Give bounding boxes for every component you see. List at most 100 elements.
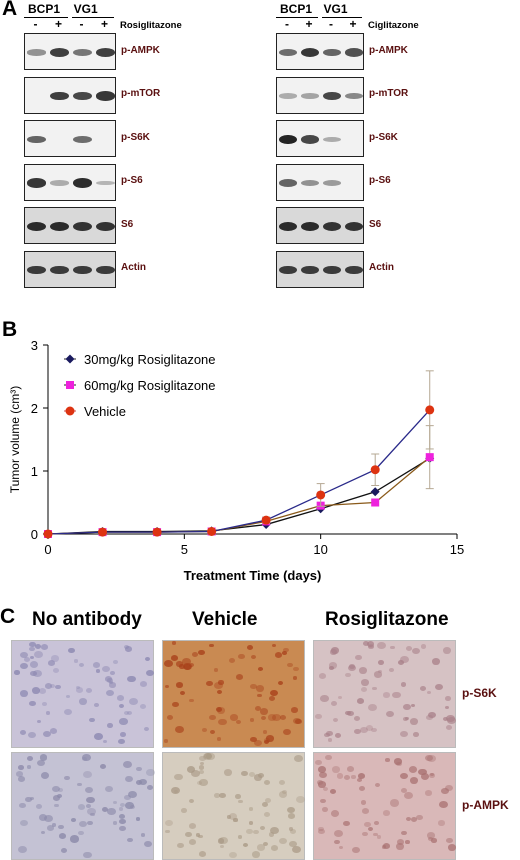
cell-nucleus — [188, 662, 195, 668]
cell-nucleus — [165, 829, 170, 834]
cell-nucleus — [292, 666, 299, 672]
blot-band — [96, 265, 115, 275]
cell-nucleus — [135, 817, 141, 821]
cell-nucleus — [109, 671, 115, 675]
cell-nucleus — [139, 680, 148, 687]
blot-label: S6 — [369, 218, 382, 230]
cell-nucleus — [263, 811, 270, 817]
cell-nucleus — [283, 647, 289, 652]
cell-nucleus — [351, 775, 356, 779]
cell-nucleus — [43, 815, 53, 822]
cell-nucleus — [143, 840, 152, 848]
legend-marker — [66, 381, 74, 389]
cell-nucleus — [405, 840, 410, 844]
cell-nucleus — [442, 716, 448, 721]
treatment-sign: - — [33, 17, 38, 31]
cell-nucleus — [52, 794, 61, 801]
cell-nucleus — [34, 644, 41, 649]
cell-nucleus — [109, 680, 114, 684]
data-point — [98, 527, 108, 537]
cell-nucleus — [20, 662, 29, 669]
x-tick-label: 0 — [44, 542, 51, 557]
cell-nucleus — [246, 829, 253, 835]
cell-nucleus — [333, 839, 340, 845]
cell-nucleus — [269, 826, 279, 834]
cell-nucleus — [425, 754, 433, 761]
cell-nucleus — [318, 826, 324, 832]
cell-nucleus — [361, 686, 368, 692]
cell-nucleus — [358, 785, 366, 792]
cell-nucleus — [54, 803, 59, 808]
blot-band — [50, 48, 69, 57]
blot-label: p-mTOR — [369, 88, 409, 99]
data-point — [425, 453, 434, 462]
cell-nucleus — [442, 646, 452, 654]
cell-nucleus — [102, 806, 109, 812]
cell-nucleus — [385, 758, 390, 762]
blot-band — [50, 221, 69, 232]
cell-nucleus — [397, 839, 405, 846]
ihc-tile — [11, 752, 155, 860]
ihc-tile — [313, 752, 457, 860]
treatment-label: Rosiglitazone — [120, 20, 182, 31]
cell-nucleus — [354, 716, 361, 722]
cell-nucleus — [171, 701, 179, 708]
cell-nucleus — [329, 788, 337, 794]
cell-nucleus — [336, 773, 344, 779]
cell-nucleus — [330, 647, 340, 655]
ihc-tile — [162, 752, 305, 860]
cell-nucleus — [286, 662, 293, 668]
cell-nucleus — [241, 770, 249, 777]
treatment-sign: - — [79, 17, 84, 31]
cell-nucleus — [85, 687, 92, 693]
cell-nucleus — [181, 658, 191, 666]
cell-nucleus — [70, 835, 79, 843]
cell-nucleus — [51, 785, 60, 792]
cell-nucleus — [101, 665, 110, 672]
blot-strip — [24, 207, 116, 244]
cell-nucleus — [320, 798, 326, 804]
cell-nucleus — [292, 846, 301, 853]
cell-nucleus — [405, 646, 412, 651]
cell-nucleus — [254, 740, 262, 746]
cell-nucleus — [346, 765, 355, 772]
cell-nucleus — [438, 820, 446, 826]
cell-nucleus — [234, 794, 241, 800]
cell-nucleus — [445, 784, 454, 791]
cell-nucleus — [64, 775, 70, 781]
y-tick-label: 2 — [31, 401, 38, 416]
cell-nucleus — [183, 663, 192, 670]
cell-nucleus — [145, 768, 155, 776]
cell-nucleus — [243, 842, 249, 847]
cell-nucleus — [250, 736, 257, 743]
cell-nucleus — [371, 727, 377, 733]
cell-nucleus — [119, 826, 126, 832]
cell-nucleus — [263, 740, 269, 745]
cell-nucleus — [118, 807, 124, 811]
cell-nucleus — [186, 765, 196, 773]
x-tick-label: 10 — [313, 542, 327, 557]
treatment-sign: + — [54, 17, 62, 31]
cell-nucleus — [332, 717, 339, 723]
cell-nucleus — [219, 792, 227, 799]
cell-nucleus — [31, 686, 41, 694]
cell-nucleus — [361, 807, 370, 814]
cell-nucleus — [15, 771, 23, 778]
cell-nucleus — [36, 719, 41, 724]
cell-nucleus — [337, 696, 342, 700]
cell-nucleus — [428, 711, 437, 719]
cell-nucleus — [265, 797, 272, 803]
cell-nucleus — [190, 770, 200, 778]
cell-nucleus — [94, 733, 103, 740]
cell-nucleus — [330, 700, 337, 706]
cell-nucleus — [120, 803, 126, 808]
cell-nucleus — [441, 788, 449, 794]
x-tick-label: 5 — [181, 542, 188, 557]
data-point — [370, 487, 380, 497]
cell-nucleus — [288, 812, 296, 819]
ihc-column-label: Rosiglitazone — [325, 609, 449, 630]
cell-nucleus — [38, 814, 47, 821]
cell-nucleus — [198, 834, 203, 839]
cell-nucleus — [274, 651, 283, 658]
cell-nucleus — [411, 817, 418, 823]
